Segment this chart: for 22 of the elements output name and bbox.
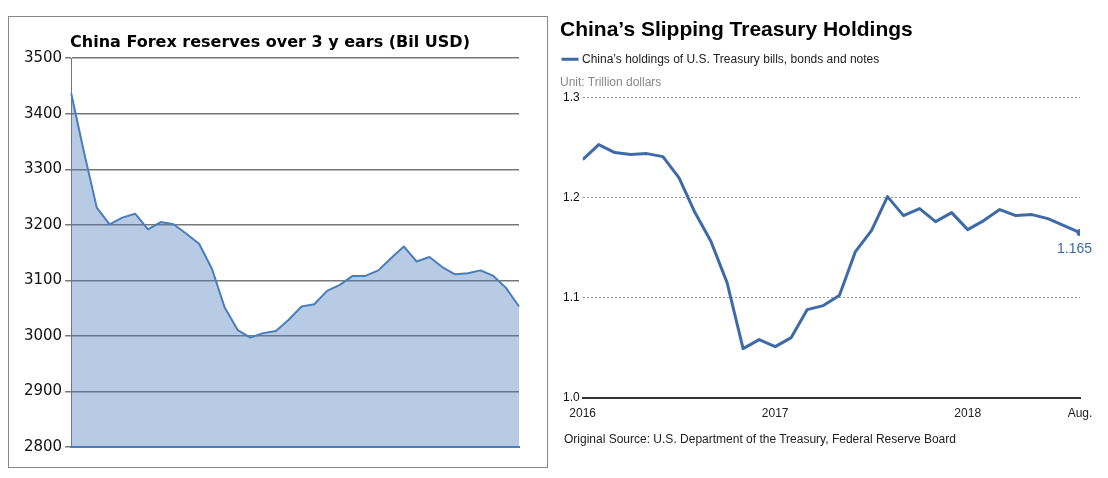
data-label: 1.165 bbox=[1056, 240, 1093, 257]
text: Original Source: U.S. Department of the Treasury, Federal Reserve Board bbox=[564, 432, 957, 446]
y-tick-label: 2800 bbox=[23, 436, 63, 455]
y-tick-label: 3000 bbox=[23, 325, 63, 344]
y-tick-label: 2900 bbox=[23, 381, 63, 400]
y-tick-label: 1.0 bbox=[562, 389, 580, 404]
x-tick-label: Aug. bbox=[1067, 406, 1093, 421]
chart-title: China’s Slipping Treasury Holdings bbox=[560, 17, 913, 41]
y-tick-label: 1.1 bbox=[562, 289, 580, 304]
x-tick-label: 2018 bbox=[954, 406, 982, 421]
legend-label: China’s holdings of U.S. Treasury bills, bonds and notes bbox=[582, 51, 880, 66]
y-tick-label: 3200 bbox=[23, 214, 63, 233]
y-tick-label: 1.3 bbox=[562, 89, 580, 104]
chart-subtitle: Unit: Trillion dollars bbox=[560, 74, 662, 89]
x-tick-label: 2016 bbox=[569, 406, 597, 421]
x-tick-label: 2017 bbox=[761, 406, 789, 421]
y-tick-label: 3100 bbox=[23, 270, 63, 289]
y-tick-label: 3400 bbox=[23, 103, 63, 122]
chart-title: China Forex reserves over 3 y ears (Bil USD) bbox=[70, 31, 470, 51]
y-tick-label: 3300 bbox=[23, 159, 63, 178]
y-tick-label: 1.2 bbox=[562, 189, 580, 204]
y-tick-label: 3500 bbox=[23, 48, 63, 67]
